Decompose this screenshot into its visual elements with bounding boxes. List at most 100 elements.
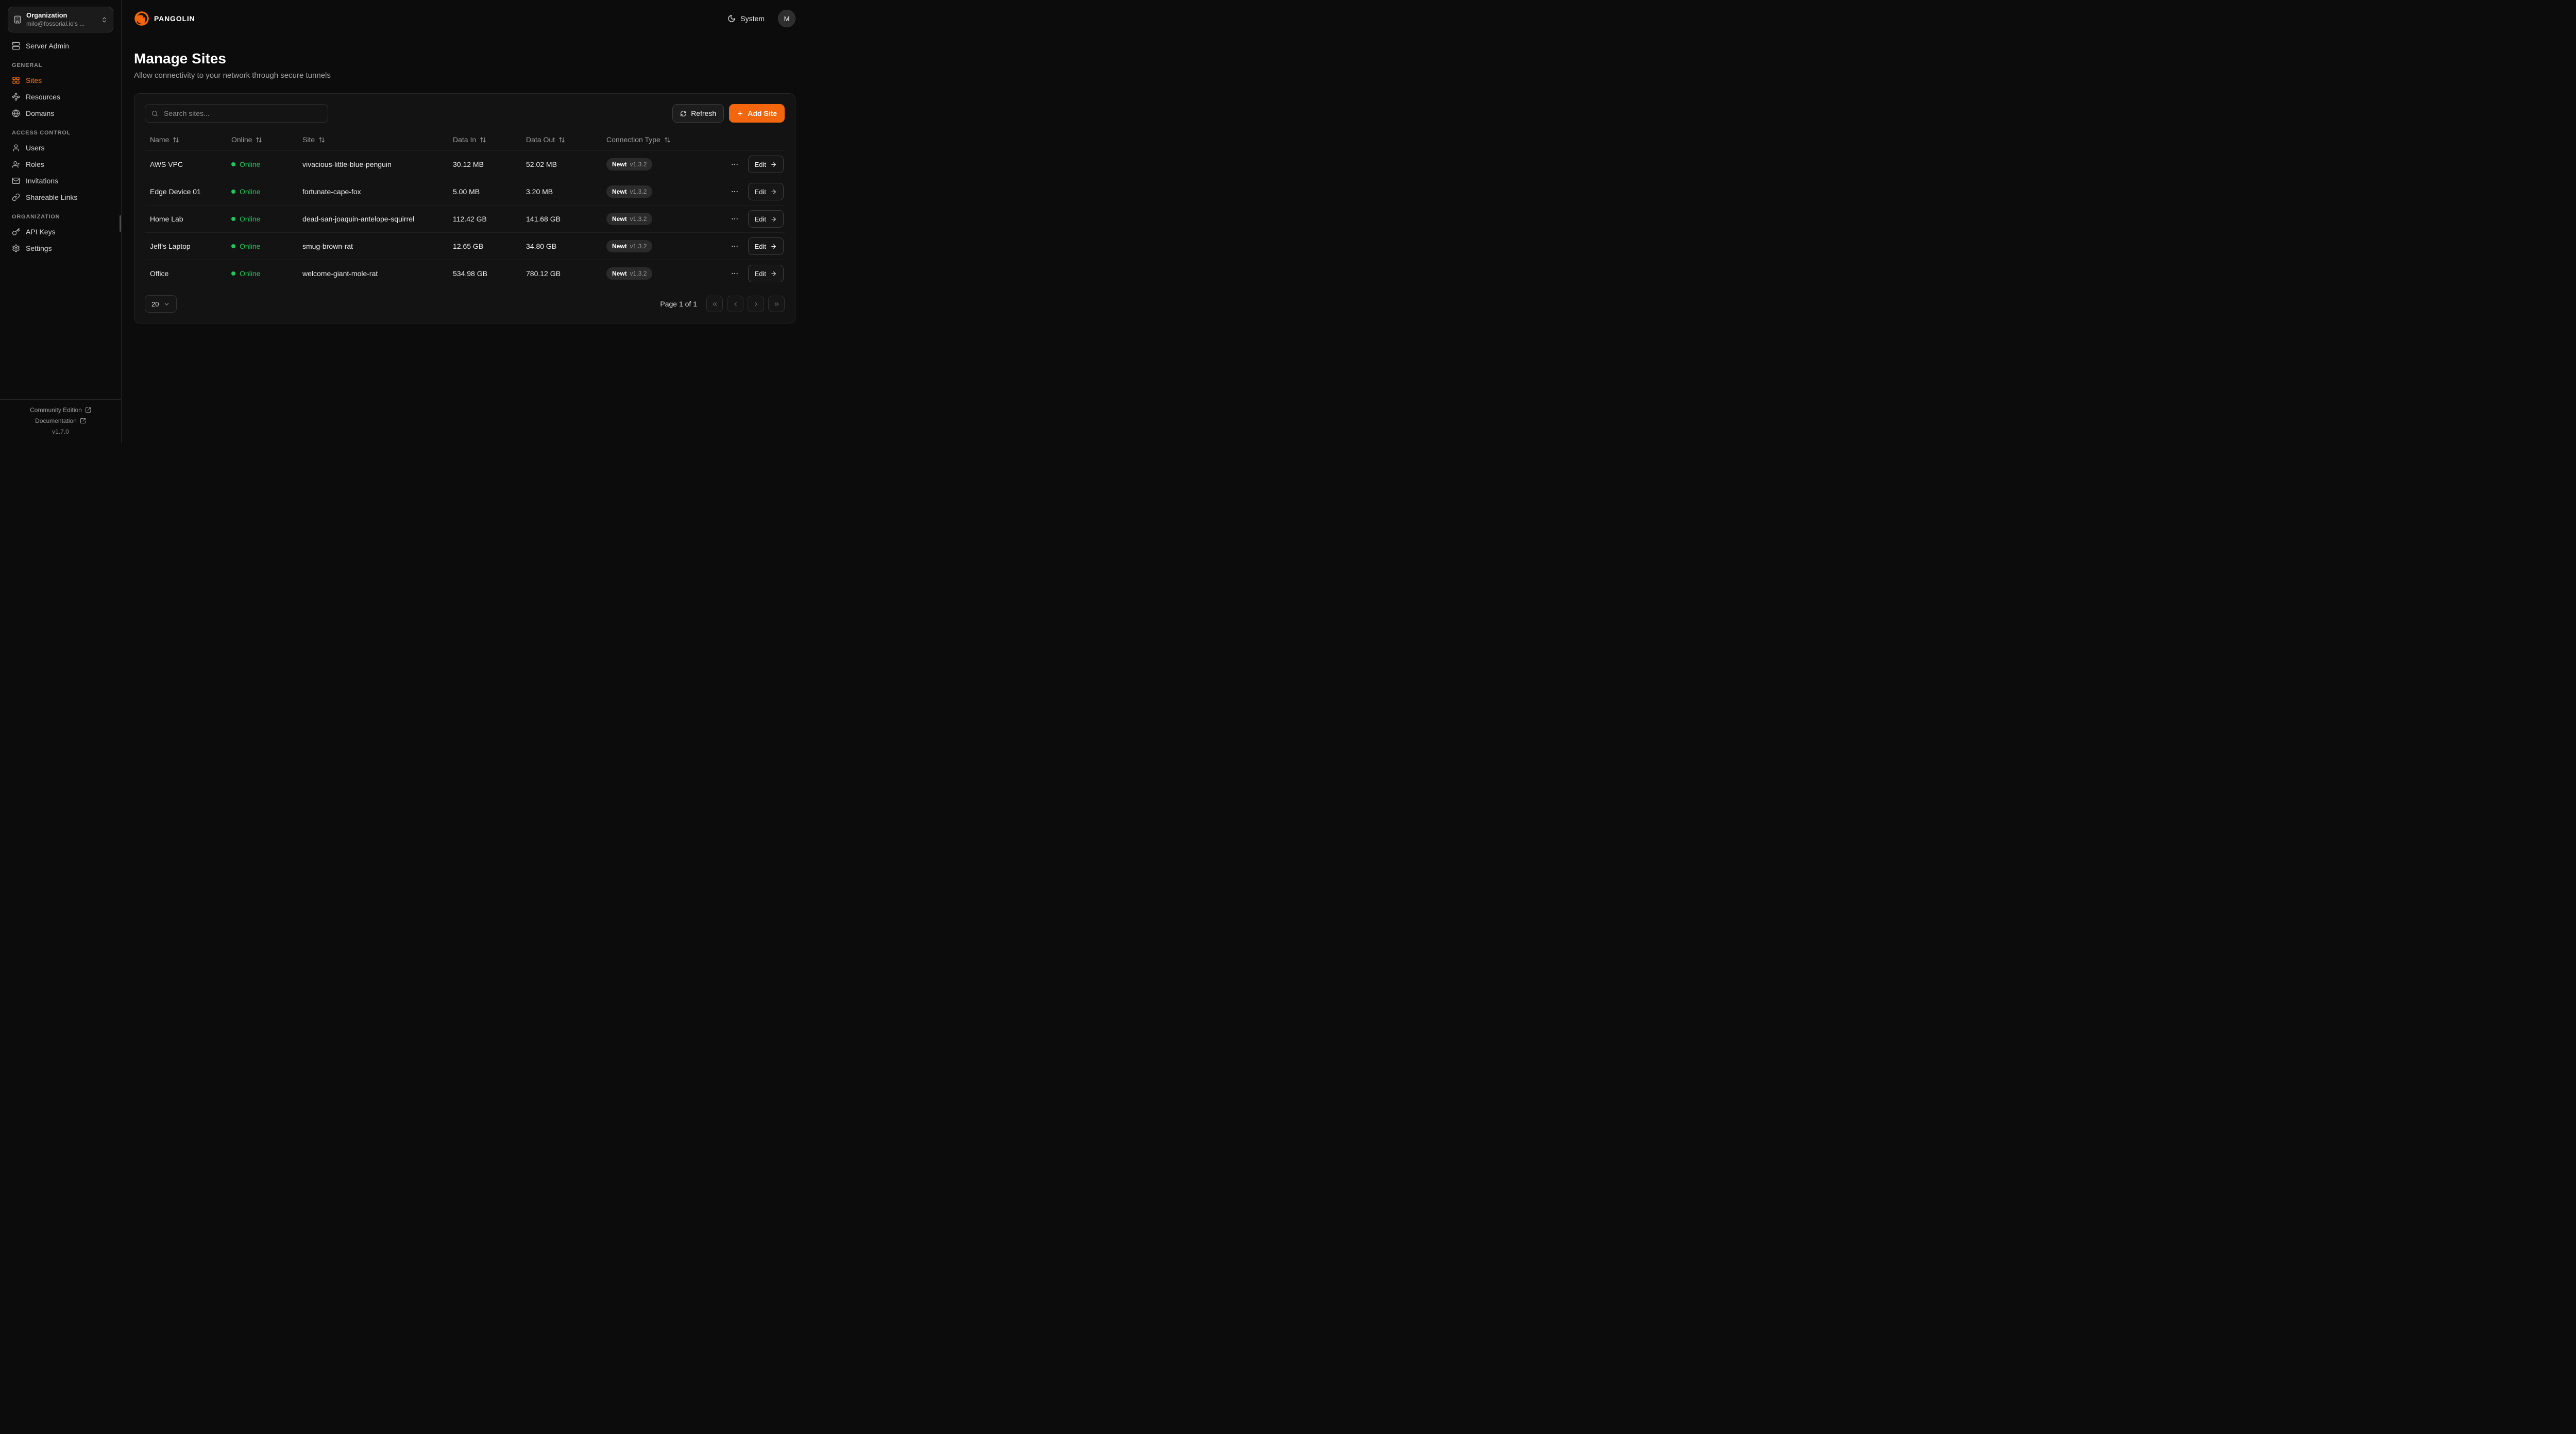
- page-size-value: 20: [151, 300, 159, 308]
- connection-type-cell: Newt v1.3.2: [601, 240, 719, 253]
- org-subtitle: milo@fossorial.io's ...: [26, 20, 85, 27]
- data-out-value: 3.20 MB: [526, 187, 553, 196]
- row-actions: Edit: [719, 210, 785, 228]
- column-header-name[interactable]: Name: [145, 129, 226, 150]
- section-heading-organization: ORGANIZATION: [12, 214, 60, 220]
- row-actions: Edit: [719, 156, 785, 173]
- sort-icon: [173, 137, 179, 142]
- refresh-icon: [681, 110, 687, 116]
- avatar[interactable]: M: [778, 10, 795, 27]
- sidebar-item-resources[interactable]: Resources: [8, 89, 113, 105]
- connection-version: v1.3.2: [630, 187, 647, 195]
- edit-button[interactable]: Edit: [748, 265, 784, 282]
- arrow-right-icon: [771, 162, 776, 167]
- moon-icon: [728, 15, 735, 22]
- page-content: Manage Sites Allow connectivity to your …: [122, 37, 808, 323]
- sidebar-item-label: Settings: [26, 244, 52, 253]
- documentation-link[interactable]: Documentation: [35, 417, 86, 424]
- row-menu-button[interactable]: [728, 267, 741, 280]
- online-label: Online: [240, 242, 261, 250]
- sidebar-item-label: Domains: [26, 109, 55, 118]
- data-in-value: 30.12 MB: [453, 160, 484, 168]
- sites-card: Refresh Add Site Name Online: [134, 93, 795, 323]
- column-label: Connection Type: [606, 135, 660, 144]
- sidebar-item-shareable-links[interactable]: Shareable Links: [8, 189, 113, 206]
- avatar-initial: M: [784, 14, 790, 23]
- topbar-right: System M: [724, 10, 795, 27]
- edit-label: Edit: [754, 215, 766, 223]
- gear-icon: [12, 245, 20, 252]
- toolbar-actions: Refresh Add Site: [672, 104, 785, 123]
- external-link-icon: [85, 407, 91, 413]
- refresh-button[interactable]: Refresh: [672, 104, 724, 123]
- data-out-value: 780.12 GB: [526, 269, 561, 278]
- row-menu-button[interactable]: [728, 158, 741, 170]
- edit-button[interactable]: Edit: [748, 183, 784, 200]
- search-input[interactable]: [163, 109, 321, 118]
- first-page-button[interactable]: [706, 296, 723, 312]
- column-header-site[interactable]: Site: [297, 129, 448, 150]
- connection-version: v1.3.2: [630, 242, 647, 250]
- org-selector-texts: Organization milo@fossorial.io's ...: [26, 11, 96, 28]
- column-header-data-out[interactable]: Data Out: [521, 129, 601, 150]
- row-menu-button[interactable]: [728, 213, 741, 225]
- site-slug: fortunate-cape-fox: [302, 187, 361, 196]
- section-heading-general: GENERAL: [12, 62, 43, 69]
- org-selector[interactable]: Organization milo@fossorial.io's ...: [8, 7, 113, 33]
- resources-waypoints-icon: [12, 93, 20, 101]
- user-icon: [13, 144, 19, 152]
- column-label: Data In: [453, 135, 477, 144]
- sidebar-item-domains[interactable]: Domains: [8, 105, 113, 122]
- edit-button[interactable]: Edit: [748, 156, 784, 173]
- online-dot-icon: [231, 217, 235, 221]
- previous-page-button[interactable]: [727, 296, 743, 312]
- sidebar-item-label: Resources: [26, 93, 60, 101]
- sidebar-item-users[interactable]: Users: [8, 140, 113, 156]
- column-header-data-in[interactable]: Data In: [448, 129, 521, 150]
- sidebar-item-settings[interactable]: Settings: [8, 240, 113, 257]
- table-row: Jeff's Laptop Online smug-brown-rat 12.6…: [145, 232, 785, 260]
- last-page-button[interactable]: [768, 296, 785, 312]
- site-slug: vivacious-little-blue-penguin: [302, 160, 392, 168]
- row-menu-button[interactable]: [728, 240, 741, 252]
- data-in-value: 112.42 GB: [453, 215, 487, 223]
- column-label: Data Out: [526, 135, 555, 144]
- connection-type: Newt: [612, 160, 627, 168]
- section-heading-access-control: ACCESS CONTROL: [12, 130, 71, 136]
- edit-button[interactable]: Edit: [748, 210, 784, 228]
- row-actions: Edit: [719, 237, 785, 255]
- theme-toggle-button[interactable]: System: [724, 11, 768, 26]
- server-icon: [12, 42, 20, 50]
- sidebar-item-sites[interactable]: Sites: [8, 72, 113, 89]
- connection-badge: Newt v1.3.2: [606, 240, 653, 253]
- community-edition-label: Community Edition: [30, 406, 82, 414]
- page-size-select[interactable]: 20: [145, 295, 177, 313]
- sidebar-item-label: Users: [26, 144, 45, 152]
- sort-icon: [664, 137, 670, 142]
- arrow-right-icon: [771, 216, 776, 221]
- edit-button[interactable]: Edit: [748, 237, 784, 255]
- sidebar-item-roles[interactable]: Roles: [8, 156, 113, 173]
- column-header-online[interactable]: Online: [226, 129, 297, 150]
- sort-icon: [256, 137, 262, 142]
- data-in-value: 534.98 GB: [453, 269, 487, 278]
- column-header-connection-type[interactable]: Connection Type: [601, 129, 719, 150]
- sidebar-item-server-admin[interactable]: Server Admin: [8, 38, 113, 54]
- data-out-value: 52.02 MB: [526, 160, 557, 168]
- row-menu-button[interactable]: [728, 185, 741, 198]
- sidebar-item-api-keys[interactable]: API Keys: [8, 224, 113, 240]
- sidebar-item-invitations[interactable]: Invitations: [8, 173, 113, 189]
- sidebar-scrollbar-thumb[interactable]: [120, 215, 121, 232]
- mail-icon: [12, 178, 20, 184]
- community-edition-link[interactable]: Community Edition: [30, 406, 91, 414]
- data-in-value: 5.00 MB: [453, 187, 480, 196]
- column-label: Name: [150, 135, 170, 144]
- next-page-button[interactable]: [748, 296, 764, 312]
- theme-label: System: [740, 14, 765, 23]
- sidebar: Organization milo@fossorial.io's ... Ser…: [0, 0, 122, 443]
- add-site-button[interactable]: Add Site: [729, 104, 785, 123]
- sort-icon: [319, 137, 325, 142]
- online-status: Online: [226, 187, 297, 196]
- ellipsis-icon: [731, 163, 738, 165]
- sidebar-item-label: Roles: [26, 160, 44, 169]
